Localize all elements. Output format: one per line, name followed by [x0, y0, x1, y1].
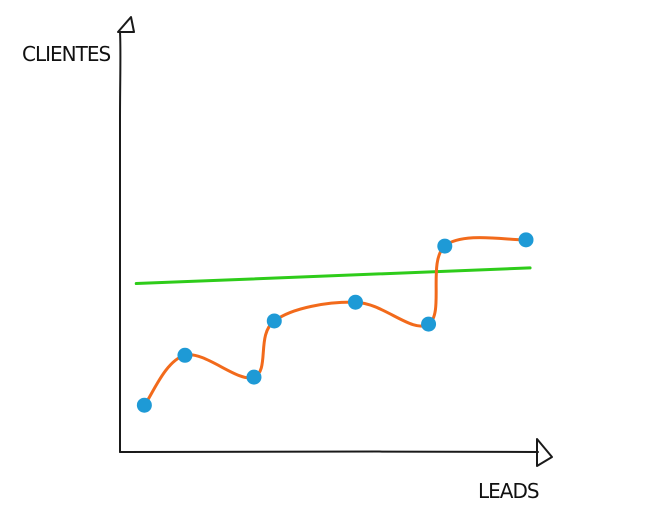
- y-axis-label: CLIENTES: [22, 42, 110, 66]
- data-point-1: [136, 397, 152, 413]
- axes: [117, 16, 553, 467]
- y-axis-arrow-icon: [117, 16, 135, 33]
- x-axis-arrow-icon: [536, 438, 553, 467]
- data-point-5: [347, 294, 363, 310]
- data-point-4: [266, 313, 282, 329]
- x-axis-label: LEADS: [478, 479, 539, 503]
- data-point-8: [518, 232, 534, 248]
- series-line: [142, 236, 528, 407]
- data-point-2: [177, 347, 193, 363]
- trend-line: [134, 266, 532, 286]
- data-point-7: [437, 238, 453, 254]
- chart-marks: [134, 232, 534, 413]
- data-point-6: [421, 316, 437, 332]
- data-point-3: [246, 369, 262, 385]
